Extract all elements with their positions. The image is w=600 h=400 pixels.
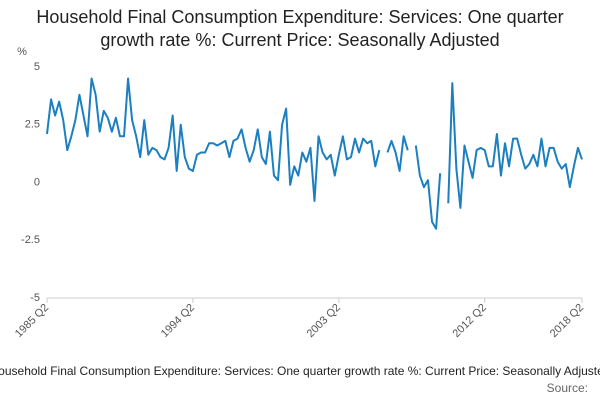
x-tick-label: 1985 Q2 <box>13 302 51 340</box>
y-tick-label: 0 <box>34 176 40 188</box>
x-tick-label: 2003 Q2 <box>305 302 343 340</box>
y-axis-label: % <box>17 46 27 58</box>
caption: Household Final Consumption Expenditure:… <box>0 364 600 378</box>
source: Source: <box>547 381 588 395</box>
chart-title: Household Final Consumption Expenditure:… <box>36 7 564 50</box>
x-tick-label: 2012 Q2 <box>451 302 489 340</box>
y-tick-label: -2.5 <box>21 234 40 246</box>
y-tick-label: -5 <box>30 292 40 304</box>
x-tick-label: 1994 Q2 <box>159 302 197 340</box>
data-line <box>46 77 583 230</box>
x-tick-label: 2018 Q2 <box>548 302 586 340</box>
y-tick-label: 5 <box>34 61 40 73</box>
y-tick-label: 2.5 <box>25 119 40 131</box>
